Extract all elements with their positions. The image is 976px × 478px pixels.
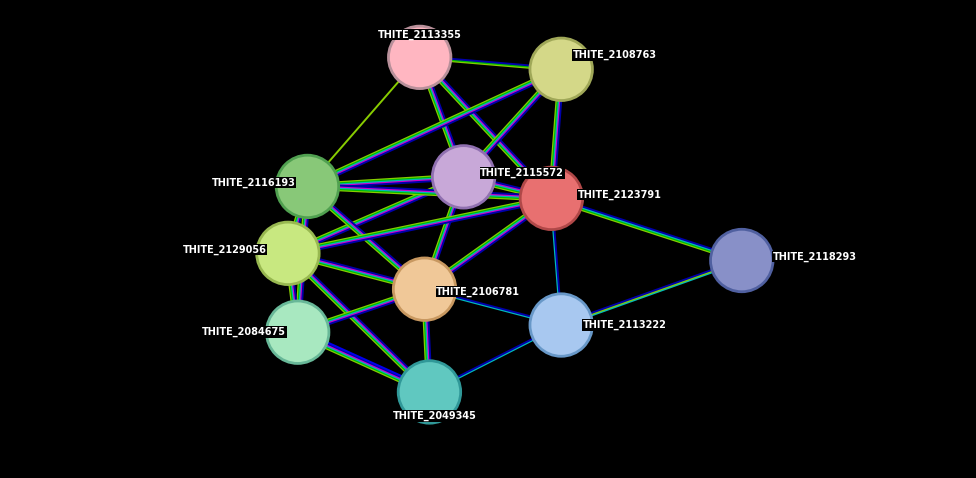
Text: THITE_2113222: THITE_2113222 [583,320,667,330]
Ellipse shape [530,38,592,100]
Ellipse shape [388,26,451,88]
Ellipse shape [432,146,495,208]
Text: THITE_2108763: THITE_2108763 [573,50,657,60]
Ellipse shape [711,229,773,292]
Ellipse shape [257,222,319,284]
Text: THITE_2116193: THITE_2116193 [212,177,296,188]
Text: THITE_2115572: THITE_2115572 [480,168,564,178]
Text: THITE_2118293: THITE_2118293 [773,251,857,262]
Ellipse shape [393,258,456,320]
Text: THITE_2106781: THITE_2106781 [436,286,520,297]
Text: THITE_2123791: THITE_2123791 [578,189,662,200]
Ellipse shape [398,361,461,423]
Ellipse shape [266,301,329,363]
Text: THITE_2129056: THITE_2129056 [183,244,266,255]
Text: THITE_2049345: THITE_2049345 [392,411,476,421]
Text: THITE_2084675: THITE_2084675 [202,327,286,337]
Ellipse shape [530,294,592,356]
Ellipse shape [276,155,339,217]
Ellipse shape [520,167,583,229]
Text: THITE_2113355: THITE_2113355 [378,29,462,40]
